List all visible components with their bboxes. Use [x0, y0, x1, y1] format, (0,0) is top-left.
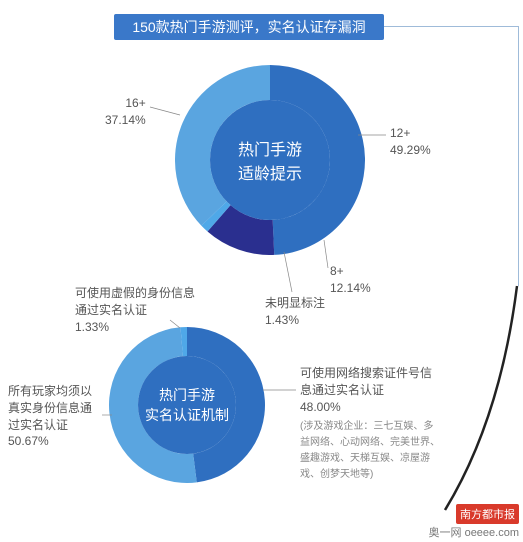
chart1-label-8plus-pct: 12.14% — [330, 280, 371, 297]
chart-age-rating: 热门手游 适龄提示 — [175, 65, 365, 255]
chart1-label-unmarked-name: 未明显标注 — [265, 295, 325, 312]
frame-top — [384, 26, 519, 27]
chart2-center-line1: 热门手游 — [159, 385, 215, 405]
source-logo-text: 南方都市报 — [460, 509, 515, 521]
chart2-label-search-name: 可使用网络搜索证件号信息通过实名认证 — [300, 365, 440, 399]
chart1-label-unmarked-pct: 1.43% — [265, 312, 325, 329]
chart2-label-real: 所有玩家均须以真实身份信息通过实名认证 50.67% — [8, 383, 103, 450]
chart1-center-line2: 适龄提示 — [238, 160, 302, 184]
chart2-center: 热门手游 实名认证机制 — [109, 327, 265, 483]
chart1-center: 热门手游 适龄提示 — [175, 65, 365, 255]
chart2-label-fake-name: 可使用虚假的身份信息通过实名认证 — [75, 285, 195, 319]
chart1-label-16plus-pct: 37.14% — [105, 112, 146, 129]
chart2-label-search: 可使用网络搜索证件号信息通过实名认证 48.00% (涉及游戏企业：三七互娱、多… — [300, 365, 440, 483]
chart1-center-line1: 热门手游 — [238, 136, 302, 160]
chart1-label-8plus-name: 8+ — [330, 263, 371, 280]
source-logo: 南方都市报 — [456, 504, 519, 524]
chart1-label-16plus-name: 16+ — [105, 95, 146, 112]
chart2-center-line2: 实名认证机制 — [145, 405, 229, 425]
chart1-label-16plus: 16+ 37.14% — [105, 95, 146, 129]
chart1-label-12plus-name: 12+ — [390, 125, 431, 142]
chart1-label-12plus: 12+ 49.29% — [390, 125, 431, 159]
chart1-label-8plus: 8+ 12.14% — [330, 263, 371, 297]
page-title: 150款热门手游测评，实名认证存漏洞 — [114, 14, 384, 40]
chart1-label-12plus-pct: 49.29% — [390, 142, 431, 159]
chart-realname: 热门手游 实名认证机制 — [109, 327, 265, 483]
chart2-label-search-pct: 48.00% — [300, 399, 440, 416]
watermark-text: 奥一网 oeeee.com — [429, 527, 519, 539]
chart2-label-search-note: (涉及游戏企业：三七互娱、多益网络、心动网络、完美世界、盛趣游戏、天梯互娱、凉屋… — [300, 419, 440, 483]
chart2-label-real-name: 所有玩家均须以真实身份信息通过实名认证 — [8, 383, 103, 433]
watermark: 奥一网 oeeee.com — [429, 524, 519, 540]
chart2-label-fake-pct: 1.33% — [75, 319, 195, 336]
chart2-label-fake: 可使用虚假的身份信息通过实名认证 1.33% — [75, 285, 195, 335]
chart2-label-real-pct: 50.67% — [8, 433, 103, 450]
page-title-text: 150款热门手游测评，实名认证存漏洞 — [132, 17, 365, 37]
frame-right — [518, 26, 519, 286]
chart1-label-unmarked: 未明显标注 1.43% — [265, 295, 325, 329]
